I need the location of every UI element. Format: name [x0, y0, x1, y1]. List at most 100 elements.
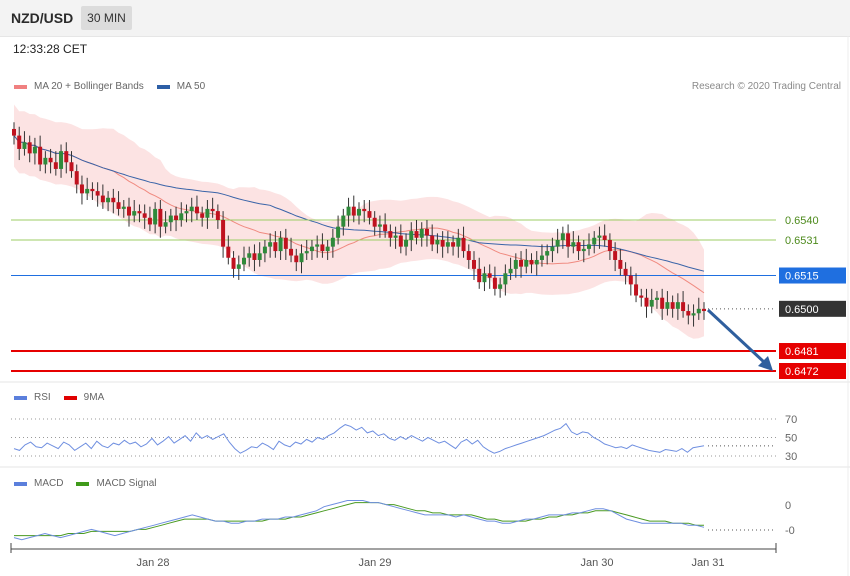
- candle-body: [644, 297, 649, 307]
- rsi-panel: 70 50 30: [11, 414, 797, 463]
- macd-line: [13, 500, 705, 541]
- candle-body: [498, 284, 503, 289]
- candle-body: [106, 197, 111, 203]
- candle-body: [529, 259, 534, 265]
- price-legend: MA 20 + Bollinger Bands MA 50: [14, 81, 218, 92]
- candle-body: [22, 142, 27, 149]
- candle-body: [524, 259, 529, 267]
- candle-body: [252, 253, 257, 260]
- candle-body: [137, 211, 142, 214]
- candle-body: [12, 128, 16, 136]
- target-label: 0.6472: [785, 366, 819, 378]
- candle-body: [194, 206, 199, 214]
- macd-signal-line: [14, 502, 704, 537]
- x-tick-label: Jan 30: [580, 557, 613, 569]
- target-tag: [779, 363, 846, 379]
- candle-body: [74, 171, 79, 185]
- candle-body: [168, 215, 173, 223]
- candle-body: [315, 244, 320, 247]
- legend-swatch-macd-signal: [76, 481, 90, 486]
- credit-text: Research © 2020 Trading Central: [691, 81, 841, 92]
- candle-body: [17, 135, 22, 149]
- candle-body: [268, 242, 273, 247]
- candle-body: [613, 251, 618, 260]
- arrow-head: [758, 356, 773, 371]
- candle-body: [560, 233, 565, 240]
- macd-panel: 0 -0: [13, 500, 795, 541]
- resistance-label: 0.6531: [785, 235, 819, 247]
- candle-body: [696, 308, 701, 314]
- candle-body: [226, 246, 231, 258]
- legend-swatch-rsi: [14, 395, 27, 400]
- timeframe-badge[interactable]: 30 MIN: [81, 6, 132, 30]
- candle-body: [576, 242, 581, 252]
- candle-body: [215, 211, 220, 220]
- candle-body: [69, 162, 74, 172]
- rsi-tick-label: 30: [785, 451, 797, 463]
- candle-body: [414, 231, 419, 238]
- candle-body: [221, 220, 226, 247]
- candle-body: [242, 257, 246, 265]
- legend-label-macd-signal: MACD Signal: [96, 478, 157, 489]
- candle-body: [283, 237, 288, 249]
- candle-body: [262, 246, 267, 254]
- legend-label-macd: MACD: [34, 478, 64, 489]
- candle-body: [174, 215, 179, 220]
- candle-body: [550, 246, 555, 252]
- candle-body: [116, 202, 121, 209]
- candle-body: [309, 246, 314, 252]
- candle-body: [357, 208, 361, 216]
- legend-swatch-9ma: [63, 395, 77, 400]
- candle-body: [461, 237, 466, 252]
- candle-body: [404, 239, 409, 247]
- candle-body: [555, 239, 560, 247]
- candle-body: [451, 242, 456, 247]
- candle-body: [618, 259, 623, 269]
- candle-body: [597, 235, 602, 238]
- candle-body: [64, 151, 69, 163]
- candle-body: [142, 213, 147, 218]
- candle-body: [686, 311, 691, 316]
- candle-body: [670, 302, 675, 309]
- candle-body: [419, 228, 424, 238]
- candle-body: [341, 215, 346, 227]
- candle-body: [587, 244, 591, 249]
- candle-body: [623, 268, 628, 276]
- candle-body: [654, 297, 659, 300]
- candle-body: [492, 277, 497, 289]
- candle-body: [456, 237, 461, 247]
- candle-body: [273, 242, 278, 252]
- candle-body: [513, 259, 518, 269]
- legend-label-rsi: RSI: [34, 392, 51, 403]
- candle-body: [48, 157, 53, 163]
- candle-body: [325, 246, 330, 252]
- candle-body: [409, 231, 414, 240]
- resistance-label: 0.6540: [785, 215, 819, 227]
- candle-body: [383, 224, 388, 232]
- candle-body: [278, 237, 283, 252]
- candle-body: [330, 237, 335, 247]
- candle-body: [430, 235, 435, 245]
- candle-body: [59, 151, 64, 169]
- candle-body: [79, 184, 84, 194]
- candle-body: [539, 255, 544, 260]
- candle-body: [649, 299, 654, 307]
- candle-body: [85, 188, 90, 194]
- candle-body: [43, 157, 48, 165]
- candle-body: [388, 231, 393, 238]
- last-price-tag: [779, 300, 846, 317]
- candle-body: [299, 253, 304, 263]
- symbol-title: NZD/USD: [11, 10, 74, 26]
- macd-tick-label: -0: [785, 525, 795, 537]
- candle-body: [351, 206, 356, 216]
- candle-body: [32, 146, 37, 154]
- candle-body: [581, 248, 586, 252]
- candle-body: [121, 206, 126, 209]
- candle-body: [592, 237, 597, 245]
- level-tags: 0.6540 0.6531 0.6515 0.6500 0.6481 0.6472: [779, 215, 846, 379]
- candle-body: [634, 284, 639, 296]
- candle-body: [487, 273, 492, 278]
- candle-body: [147, 217, 152, 225]
- candle-body: [660, 297, 665, 309]
